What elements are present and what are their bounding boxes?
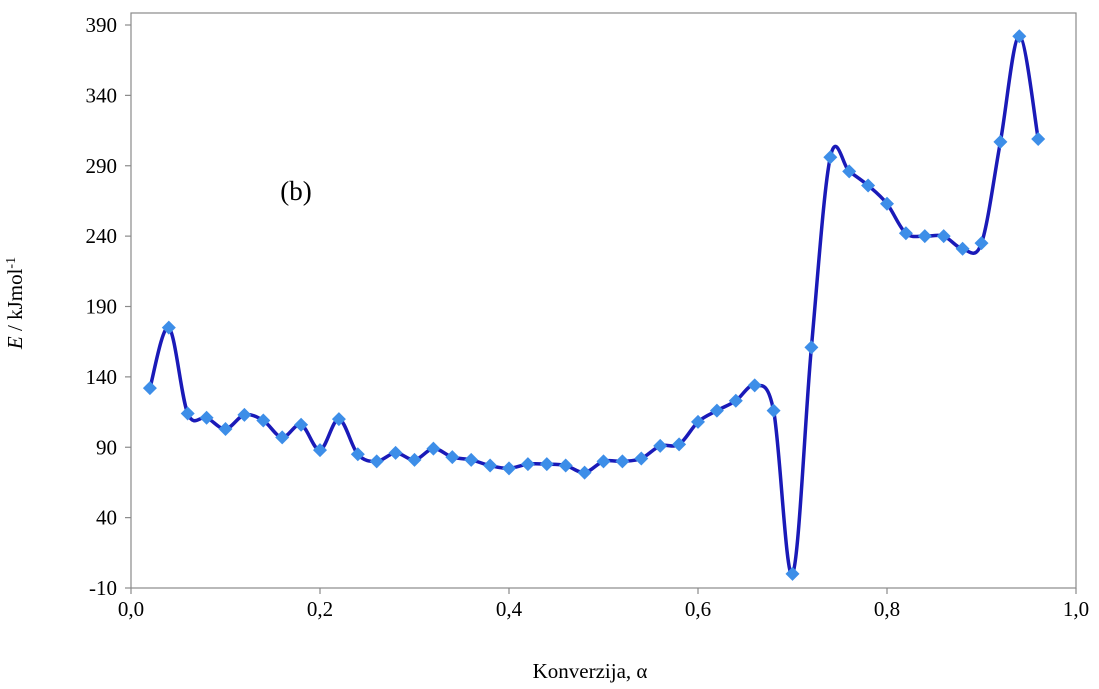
- data-point-marker: [747, 378, 762, 393]
- data-point-marker: [804, 340, 819, 355]
- y-tick-label: 340: [86, 83, 118, 107]
- data-point-marker: [369, 454, 384, 469]
- data-point-marker: [426, 441, 441, 456]
- data-point-marker: [653, 438, 668, 453]
- data-point-marker: [520, 457, 535, 472]
- y-tick-label: 90: [96, 435, 117, 459]
- data-point-marker: [464, 452, 479, 467]
- x-tick-label: 0,8: [874, 597, 900, 621]
- data-point-marker: [407, 452, 422, 467]
- data-point-marker: [558, 458, 573, 473]
- data-point-marker: [502, 461, 516, 476]
- y-axis-title-exponent: -1: [4, 257, 19, 269]
- y-tick-label: 290: [86, 154, 118, 178]
- data-point-marker: [823, 150, 838, 165]
- data-point-marker: [634, 451, 649, 466]
- y-tick-label: 190: [86, 295, 118, 319]
- data-point-marker: [161, 320, 176, 335]
- svg-text:E / kJmol-1: E / kJmol-1: [3, 257, 27, 350]
- data-point-marker: [785, 566, 800, 581]
- data-point-marker: [388, 445, 403, 460]
- y-tick-label: 240: [86, 224, 118, 248]
- data-point-marker: [672, 437, 687, 452]
- data-point-marker: [142, 381, 157, 396]
- x-tick-label: 1,0: [1063, 597, 1089, 621]
- data-point-marker: [577, 465, 592, 480]
- data-point-marker: [936, 229, 951, 244]
- series-line: [148, 34, 1040, 576]
- y-axis-title-var: E: [3, 336, 27, 350]
- data-point-marker: [615, 454, 630, 469]
- data-point-marker: [483, 458, 498, 473]
- data-point-marker: [331, 412, 346, 427]
- data-point-marker: [691, 414, 705, 429]
- y-axis-title-unit: / kJmol: [3, 268, 27, 336]
- annotation-label: (b): [280, 176, 311, 206]
- data-point-marker: [275, 430, 290, 445]
- y-tick-label: 390: [86, 13, 118, 37]
- y-tick-label: 140: [86, 365, 118, 389]
- plot-frame: [130, 12, 1077, 589]
- data-point-marker: [1012, 29, 1027, 44]
- x-tick-label: 0,4: [496, 597, 523, 621]
- data-point-marker: [898, 226, 913, 241]
- x-tick-label: 0,0: [118, 597, 144, 621]
- data-point-marker: [294, 417, 309, 432]
- plot-area: -10 40 90 140 190 240 290 340 390 0,0 0,2 0,4 0,6 0,8…: [86, 12, 1089, 621]
- y-tick-label: 40: [96, 506, 117, 530]
- data-point-marker: [596, 454, 611, 469]
- data-point-marker: [199, 410, 214, 425]
- data-point-marker: [917, 229, 932, 244]
- x-tick-label: 0,6: [685, 597, 711, 621]
- data-point-marker: [709, 403, 724, 418]
- data-point-marker: [313, 443, 327, 458]
- data-point-marker: [728, 393, 743, 408]
- data-point-marker: [1031, 132, 1046, 147]
- y-tick-label: -10: [89, 576, 117, 600]
- data-point-marker: [539, 457, 554, 472]
- data-point-marker: [256, 413, 271, 428]
- y-axis-title: E / kJmol-1: [3, 257, 27, 350]
- x-axis-title: Konverzija, α: [533, 659, 648, 683]
- data-point-marker: [880, 196, 894, 211]
- data-point-marker: [218, 421, 233, 436]
- data-point-marker: [974, 236, 989, 251]
- data-point-marker: [861, 178, 876, 193]
- data-point-marker: [445, 450, 460, 465]
- data-point-marker: [842, 164, 857, 179]
- data-point-marker: [993, 134, 1008, 149]
- data-point-marker: [766, 403, 781, 418]
- data-point-marker: [180, 406, 195, 421]
- x-tick-label: 0,2: [307, 597, 333, 621]
- data-point-marker: [350, 447, 365, 462]
- data-point-marker: [237, 407, 252, 422]
- data-point-marker: [955, 241, 970, 256]
